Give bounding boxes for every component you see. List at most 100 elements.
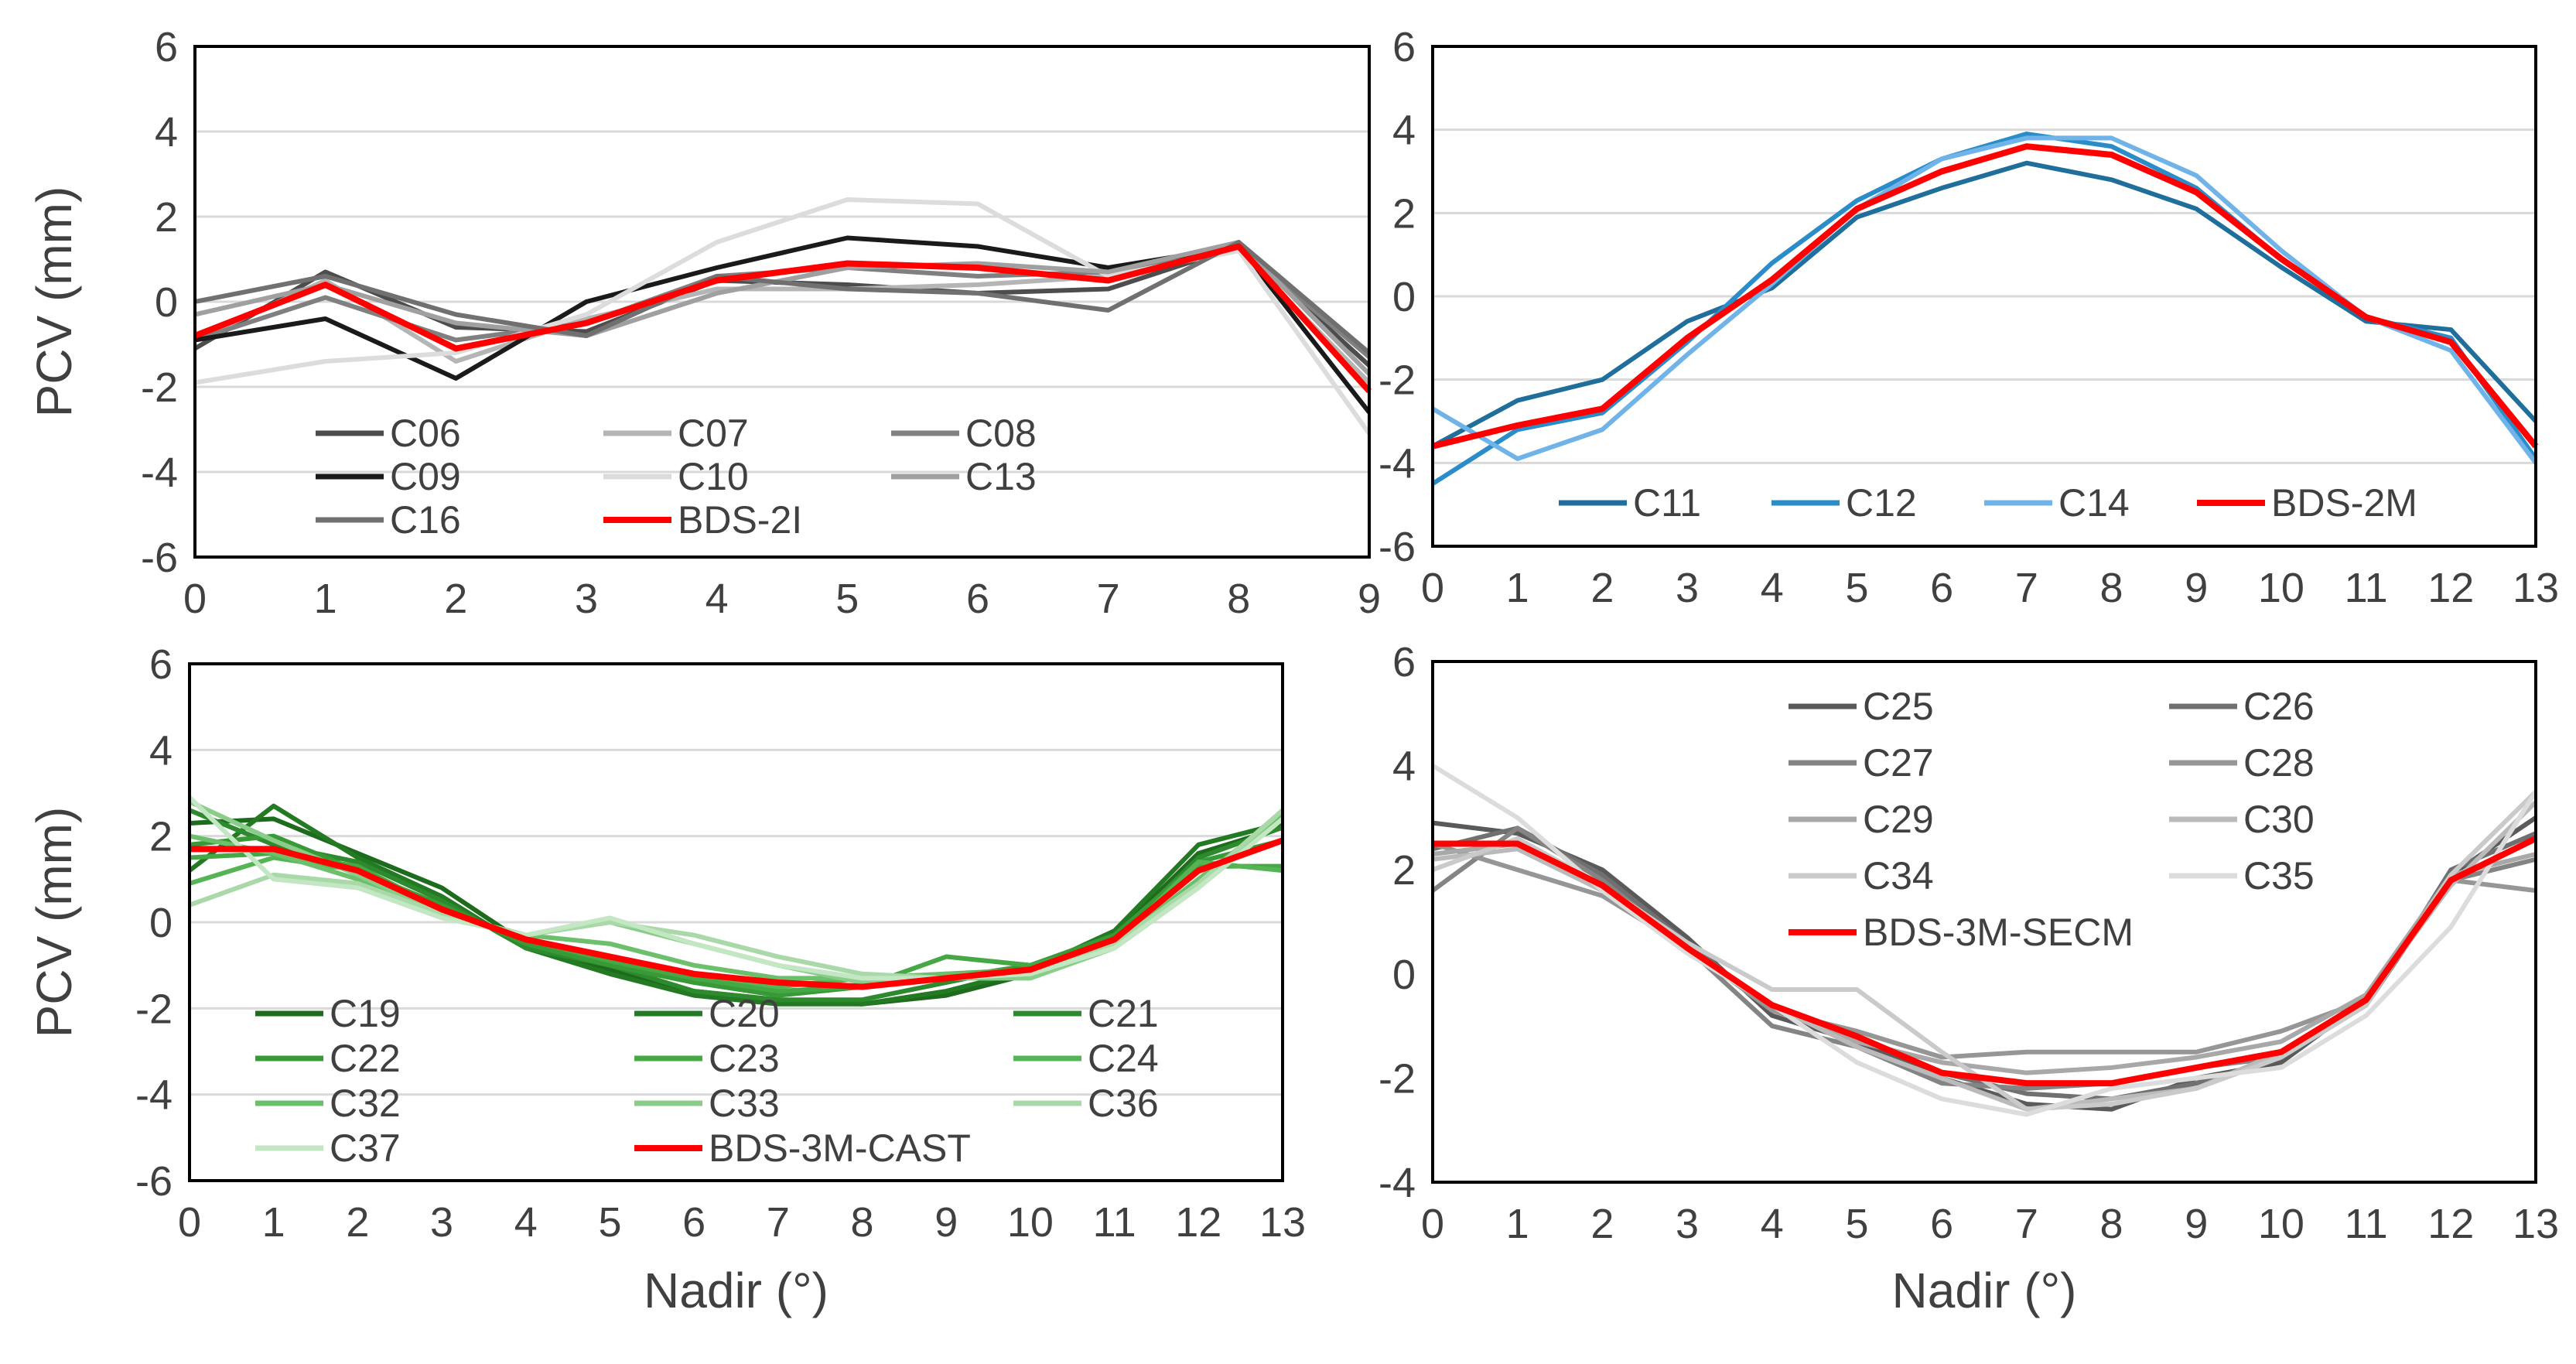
panel-bds2i: -6 -4 -2 0 2 4 6 0 1 2 3 4 5 6 7 8 9 C06 C07 C08 C09 C10 C13…: [26, 24, 1381, 622]
x-tick-label: 13: [1259, 1199, 1306, 1246]
y-tick-label: -4: [1379, 1160, 1416, 1206]
legend-label-c26: C26: [2243, 685, 2315, 728]
y-tick-label: 6: [155, 24, 178, 70]
x-tick-label: 13: [2513, 1201, 2559, 1247]
series-line-c37: [187, 795, 1284, 981]
x-tick-label: 7: [767, 1199, 790, 1246]
legend-label-c29: C29: [1863, 798, 1934, 841]
plot-frame: [193, 45, 1371, 559]
y-tick-label: -6: [135, 1158, 173, 1205]
x-tick-label: 1: [262, 1199, 285, 1246]
x-tick-label: 1: [314, 576, 337, 622]
x-tick-label: 1: [1506, 565, 1529, 611]
series-line-c35: [1431, 764, 2538, 1117]
y-axis-label: PCV (mm): [26, 186, 82, 418]
legend-label-c24: C24: [1088, 1037, 1159, 1080]
x-tick-label: 4: [514, 1199, 538, 1246]
y-tick-label: 4: [155, 109, 178, 156]
x-tick-label: 11: [1093, 1199, 1136, 1246]
legend-label-c35: C35: [2243, 854, 2315, 897]
x-axis-label: Nadir (°): [644, 1263, 828, 1318]
plot-frame: [188, 662, 1284, 1182]
x-axis-label: Nadir (°): [1892, 1263, 2077, 1318]
legend-label-c23: C23: [709, 1037, 780, 1080]
y-tick-label: -4: [141, 450, 178, 496]
y-tick-label: -4: [1379, 440, 1416, 487]
series-line-c20: [188, 803, 1283, 1007]
y-tick-label: -2: [135, 986, 173, 1032]
x-tick-label: 13: [2513, 565, 2559, 611]
legend-label-c34: C34: [1863, 854, 1934, 897]
y-tick-label: 2: [1392, 190, 1416, 237]
series-line-c36: [188, 808, 1284, 981]
x-tick-label: 9: [2185, 1201, 2208, 1247]
legend-label-c16: C16: [390, 498, 461, 542]
series-line-c30: [1432, 800, 2538, 1112]
y-tick-label: 0: [1392, 952, 1416, 998]
x-tick-label: 6: [966, 576, 989, 622]
legend-label-c10: C10: [678, 455, 749, 498]
x-tick-label: 6: [1930, 565, 1953, 611]
y-tick-label: -2: [1379, 1055, 1416, 1102]
x-tick-label: 10: [1007, 1199, 1054, 1246]
legend-label-c30: C30: [2243, 798, 2315, 841]
x-tick-label: 7: [2015, 1201, 2038, 1247]
x-tick-label: 0: [183, 576, 207, 622]
y-tick-label: -2: [1379, 357, 1416, 404]
x-tick-label: 10: [2258, 1201, 2304, 1247]
legend-label-bds-2m: BDS-2M: [2271, 481, 2417, 525]
y-tick-label: 4: [1392, 108, 1416, 154]
legend-label-c28: C28: [2243, 741, 2315, 785]
legend-label-c11: C11: [1633, 481, 1701, 525]
legend-label-c22: C22: [330, 1037, 401, 1080]
x-tick-label: 3: [1676, 565, 1699, 611]
x-tick-label: 8: [2100, 565, 2123, 611]
y-tick-label: 2: [149, 814, 173, 860]
x-tick-label: 4: [1761, 565, 1784, 611]
y-tick-label: -2: [141, 364, 178, 411]
legend-label-c27: C27: [1863, 741, 1934, 785]
x-tick-label: 5: [1845, 1201, 1868, 1247]
plot-frame: [1431, 45, 2537, 548]
legend-label-c20: C20: [709, 992, 780, 1035]
y-tick-label: 2: [1392, 847, 1416, 894]
x-tick-label: 3: [430, 1199, 453, 1246]
x-tick-label: 4: [1761, 1201, 1784, 1247]
x-tick-label: 3: [575, 576, 598, 622]
x-tick-label: 2: [444, 576, 467, 622]
x-tick-label: 1: [1506, 1201, 1529, 1247]
y-tick-label: 0: [155, 279, 178, 326]
legend-label-c09: C09: [390, 455, 461, 498]
y-tick-label: -4: [135, 1072, 173, 1119]
series-line-bds-2m: [1432, 143, 2539, 450]
x-tick-label: 7: [1097, 576, 1120, 622]
y-tick-label: 6: [149, 641, 173, 688]
x-tick-label: 8: [2100, 1201, 2123, 1247]
series-line-bds-3m-cast: [190, 837, 1284, 990]
y-tick-label: 4: [149, 727, 173, 774]
x-tick-label: 6: [1930, 1201, 1953, 1247]
y-tick-label: 6: [1392, 24, 1416, 70]
x-tick-label: 6: [682, 1199, 705, 1246]
x-tick-label: 9: [1358, 576, 1381, 622]
y-tick-label: 0: [149, 900, 173, 946]
x-tick-label: 2: [1590, 565, 1614, 611]
y-tick-label: -6: [141, 535, 178, 581]
plot-frame: [1431, 660, 2537, 1184]
series-line-bds-3m-secm: [1433, 836, 2537, 1087]
legend-label-c08: C08: [965, 412, 1037, 455]
legend-label-c33: C33: [709, 1082, 780, 1125]
x-tick-label: 0: [1421, 565, 1444, 611]
x-tick-label: 2: [346, 1199, 369, 1246]
legend-label-c32: C32: [330, 1082, 401, 1125]
legend-label-c21: C21: [1088, 992, 1159, 1035]
legend-label-bds-2i: BDS-2I: [678, 498, 802, 542]
legend-label-c37: C37: [330, 1126, 401, 1170]
x-tick-label: 12: [2427, 565, 2474, 611]
series-line-bds-2i: [193, 243, 1372, 394]
x-tick-label: 11: [2345, 565, 2388, 611]
legend-label-c12: C12: [1846, 481, 1917, 525]
y-tick-label: 6: [1392, 639, 1416, 685]
